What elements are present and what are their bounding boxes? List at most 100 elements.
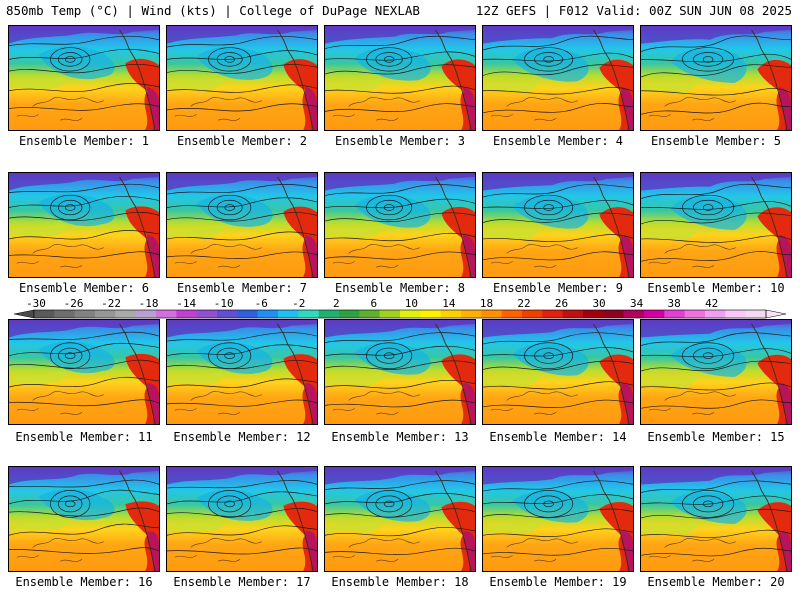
header-run-info: 12Z GEFS | F012 Valid: 00Z SUN JUN 08 20… [475,3,792,18]
colorbar-swatch [257,310,279,318]
ensemble-map-panel [8,25,160,131]
ensemble-map-panel [8,319,160,425]
ensemble-map-panel [640,319,792,425]
ensemble-member-label: Ensemble Member: 17 [173,575,311,589]
colorbar-tick-label: -26 [64,297,84,310]
ensemble-map-panel [640,25,792,131]
ensemble-member-label: Ensemble Member: 7 [176,281,308,295]
colorbar-swatch [522,310,543,318]
colorbar-tick-label: 38 [668,297,681,310]
ensemble-member-label: Ensemble Member: 9 [492,281,624,295]
colorbar-swatch [420,310,441,318]
ensemble-map-panel [166,25,318,131]
colorbar-swatch [74,310,96,318]
colorbar-tick-label: -30 [26,297,46,310]
ensemble-member-label: Ensemble Member: 14 [489,430,627,444]
ensemble-map-panel [640,172,792,278]
colorbar-swatch [95,310,116,318]
colorbar-swatch [440,310,462,318]
ensemble-member-label: Ensemble Member: 6 [18,281,150,295]
colorbar-swatch [644,310,665,318]
colorbar-swatch [135,310,157,318]
ensemble-map-panel [324,172,476,278]
colorbar-tick-label: 18 [480,297,493,310]
colorbar-swatch [237,310,258,318]
colorbar-swatch [461,310,482,318]
ensemble-member-label: Ensemble Member: 11 [15,430,153,444]
colorbar-swatch [562,310,584,318]
ensemble-member-label: Ensemble Member: 10 [647,281,785,295]
colorbar-swatch [156,310,177,318]
colorbar-swatch [34,310,55,318]
ensemble-map-panel [482,25,634,131]
ensemble-map-panel [166,172,318,278]
colorbar-swatch [400,310,421,318]
colorbar-swatch [359,310,380,318]
colorbar-min-arrow [13,309,35,319]
ensemble-member-label: Ensemble Member: 20 [647,575,785,589]
colorbar-swatch [115,310,136,318]
ensemble-member-label: Ensemble Member: 8 [334,281,466,295]
ensemble-member-label: Ensemble Member: 5 [650,134,782,148]
colorbar-tick-label: -10 [214,297,234,310]
ensemble-member-label: Ensemble Member: 2 [176,134,308,148]
colorbar-swatch [278,310,299,318]
colorbar-outline [33,309,767,319]
colorbar-swatch [705,310,726,318]
colorbar-swatch [603,310,624,318]
ensemble-map-panel [324,466,476,572]
colorbar-swatch [623,310,645,318]
header-title: 850mb Temp (°C) | Wind (kts) | College o… [6,3,420,18]
colorbar-tick-label: 2 [333,297,340,310]
colorbar-swatch [176,310,197,318]
ensemble-map-panel [482,319,634,425]
colorbar-swatch [196,310,218,318]
colorbar-swatch [664,310,685,318]
colorbar-swatch [684,310,706,318]
ensemble-member-label: Ensemble Member: 18 [331,575,469,589]
colorbar-tick-label: 30 [592,297,605,310]
ensemble-map-panel [482,466,634,572]
colorbar-tick-label: 42 [705,297,718,310]
colorbar-tick-label: -14 [176,297,196,310]
ensemble-member-label: Ensemble Member: 16 [15,575,153,589]
ensemble-member-label: Ensemble Member: 3 [334,134,466,148]
colorbar-swatch [217,310,238,318]
ensemble-member-label: Ensemble Member: 12 [173,430,311,444]
colorbar-tick-label: -6 [255,297,268,310]
ensemble-member-label: Ensemble Member: 15 [647,430,785,444]
ensemble-member-label: Ensemble Member: 19 [489,575,627,589]
colorbar-swatch [481,310,502,318]
temperature-colorbar: -30 -26 -22 -18 -14 -10 -6 -2 2 6 10 14 18 22 26 30 34 38… [13,297,787,319]
colorbar-swatch [379,310,401,318]
colorbar-swatch [54,310,75,318]
ensemble-map-panel [8,172,160,278]
ensemble-map-panel [324,319,476,425]
ensemble-map-panel [8,466,160,572]
colorbar-tick-label: -18 [139,297,159,310]
ensemble-map-panel [166,466,318,572]
colorbar-tick-label: 10 [405,297,418,310]
ensemble-map-panel [324,25,476,131]
ensemble-map-panel [640,466,792,572]
ensemble-member-label: Ensemble Member: 1 [18,134,150,148]
colorbar-tick-label: 14 [442,297,456,310]
ensemble-member-label: Ensemble Member: 4 [492,134,624,148]
colorbar-tick-label: 26 [555,297,568,310]
colorbar-swatch [318,310,340,318]
colorbar-swatch [542,310,563,318]
colorbar-tick-label: 6 [371,297,378,310]
ensemble-member-label: Ensemble Member: 13 [331,430,469,444]
ensemble-map-panel [166,319,318,425]
colorbar-swatch [501,310,523,318]
colorbar-tick-label: -2 [292,297,305,310]
colorbar-tick-label: -22 [101,297,121,310]
colorbar-tick-label: 22 [517,297,530,310]
colorbar-swatch [339,310,360,318]
colorbar-swatch [725,310,746,318]
colorbar-swatch [745,310,767,318]
colorbar-max-arrow [765,309,787,319]
colorbar-swatch [298,310,319,318]
ensemble-map-panel [482,172,634,278]
colorbar-tick-label: 34 [630,297,644,310]
